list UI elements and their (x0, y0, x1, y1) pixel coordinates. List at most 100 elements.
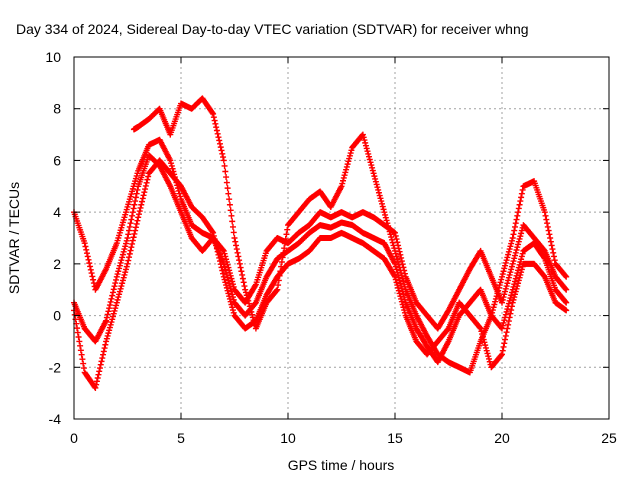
data-point-marker (128, 244, 135, 251)
data-point-marker (247, 306, 254, 313)
data-point-marker (517, 233, 524, 240)
data-point-marker (498, 276, 505, 283)
data-point-marker (113, 299, 120, 306)
data-point-marker (512, 249, 519, 256)
data-point-marker (111, 307, 118, 314)
data-point-marker (230, 283, 237, 290)
data-point-marker (502, 262, 509, 269)
data-point-marker (393, 236, 400, 243)
data-point-marker (88, 270, 95, 277)
data-point-marker (515, 280, 522, 287)
data-point-marker (215, 251, 222, 258)
data-point-marker (96, 365, 103, 372)
data-point-marker (505, 277, 512, 284)
data-point-marker (281, 240, 288, 247)
data-point-marker (391, 272, 398, 279)
data-point-marker (118, 257, 125, 264)
data-point-marker (515, 277, 522, 284)
y-tick-label: -2 (49, 359, 62, 375)
data-point-marker (176, 190, 183, 197)
data-point-marker (169, 165, 176, 172)
data-point-marker (244, 295, 251, 302)
data-point-marker (225, 290, 232, 297)
data-point-marker (500, 319, 507, 326)
x-tick-label: 0 (70, 430, 78, 446)
data-point-marker (509, 299, 516, 306)
data-point-marker (212, 120, 219, 127)
data-point-marker (248, 308, 255, 315)
data-point-marker (106, 324, 113, 331)
data-point-marker (375, 186, 382, 193)
data-point-marker (499, 271, 506, 278)
data-point-marker (74, 325, 81, 332)
data-point-marker (249, 311, 256, 318)
data-point-marker (213, 245, 220, 252)
data-point-marker (213, 124, 220, 131)
data-point-marker (223, 269, 230, 276)
data-point-marker (130, 205, 137, 212)
data-point-marker (343, 166, 350, 173)
data-point-marker (398, 285, 405, 292)
data-point-marker (373, 181, 380, 188)
data-point-marker (246, 303, 253, 310)
data-point-marker (518, 190, 525, 197)
data-point-marker (385, 225, 392, 232)
data-point-marker (119, 277, 126, 284)
data-point-marker (129, 240, 136, 247)
data-point-marker (486, 355, 493, 362)
data-point-marker (344, 161, 351, 168)
data-point-marker (513, 247, 520, 254)
data-point-marker (242, 286, 249, 293)
data-point-marker (142, 182, 149, 189)
data-point-marker (279, 254, 286, 261)
data-point-marker (113, 302, 120, 309)
data-point-marker (551, 257, 558, 264)
data-point-marker (104, 311, 111, 318)
data-point-marker (227, 207, 234, 214)
data-point-marker (121, 271, 128, 278)
data-point-marker (515, 209, 522, 216)
data-point-marker (382, 211, 389, 218)
data-point-marker (229, 307, 236, 314)
data-point-marker (376, 192, 383, 199)
data-point-marker (509, 286, 516, 293)
data-point-marker (518, 253, 525, 260)
data-point-marker (220, 157, 227, 164)
data-point-marker (394, 256, 401, 263)
data-point-marker (216, 137, 223, 144)
data-point-marker (515, 238, 522, 245)
data-point-marker (79, 356, 86, 363)
data-point-marker (346, 155, 353, 162)
data-point-marker (112, 280, 119, 287)
data-point-marker (125, 231, 132, 238)
data-point-marker (501, 265, 508, 272)
data-point-marker (83, 246, 90, 253)
data-point-marker (512, 220, 519, 227)
data-point-marker (117, 285, 124, 292)
data-point-marker (109, 316, 116, 323)
data-point-marker (227, 285, 234, 292)
data-point-marker (494, 290, 501, 297)
data-point-marker (123, 237, 130, 244)
data-point-marker (513, 216, 520, 223)
data-point-marker (400, 278, 407, 285)
data-point-marker (483, 347, 490, 354)
data-point-marker (542, 212, 549, 219)
data-point-marker (127, 220, 134, 227)
data-point-marker (226, 293, 233, 300)
data-point-marker (505, 274, 512, 281)
data-point-marker (90, 276, 97, 283)
data-point-marker (116, 265, 123, 272)
data-point-marker (224, 287, 231, 294)
data-point-marker (103, 335, 110, 342)
data-point-marker (133, 220, 140, 227)
data-point-marker (348, 147, 355, 154)
data-point-marker (392, 250, 399, 257)
data-point-marker (209, 109, 216, 116)
x-tick-label: 25 (601, 430, 617, 446)
data-point-marker (211, 236, 218, 243)
data-point-marker (398, 258, 405, 265)
data-point-marker (498, 352, 505, 359)
data-point-marker (511, 223, 518, 230)
data-point-marker (501, 317, 508, 324)
